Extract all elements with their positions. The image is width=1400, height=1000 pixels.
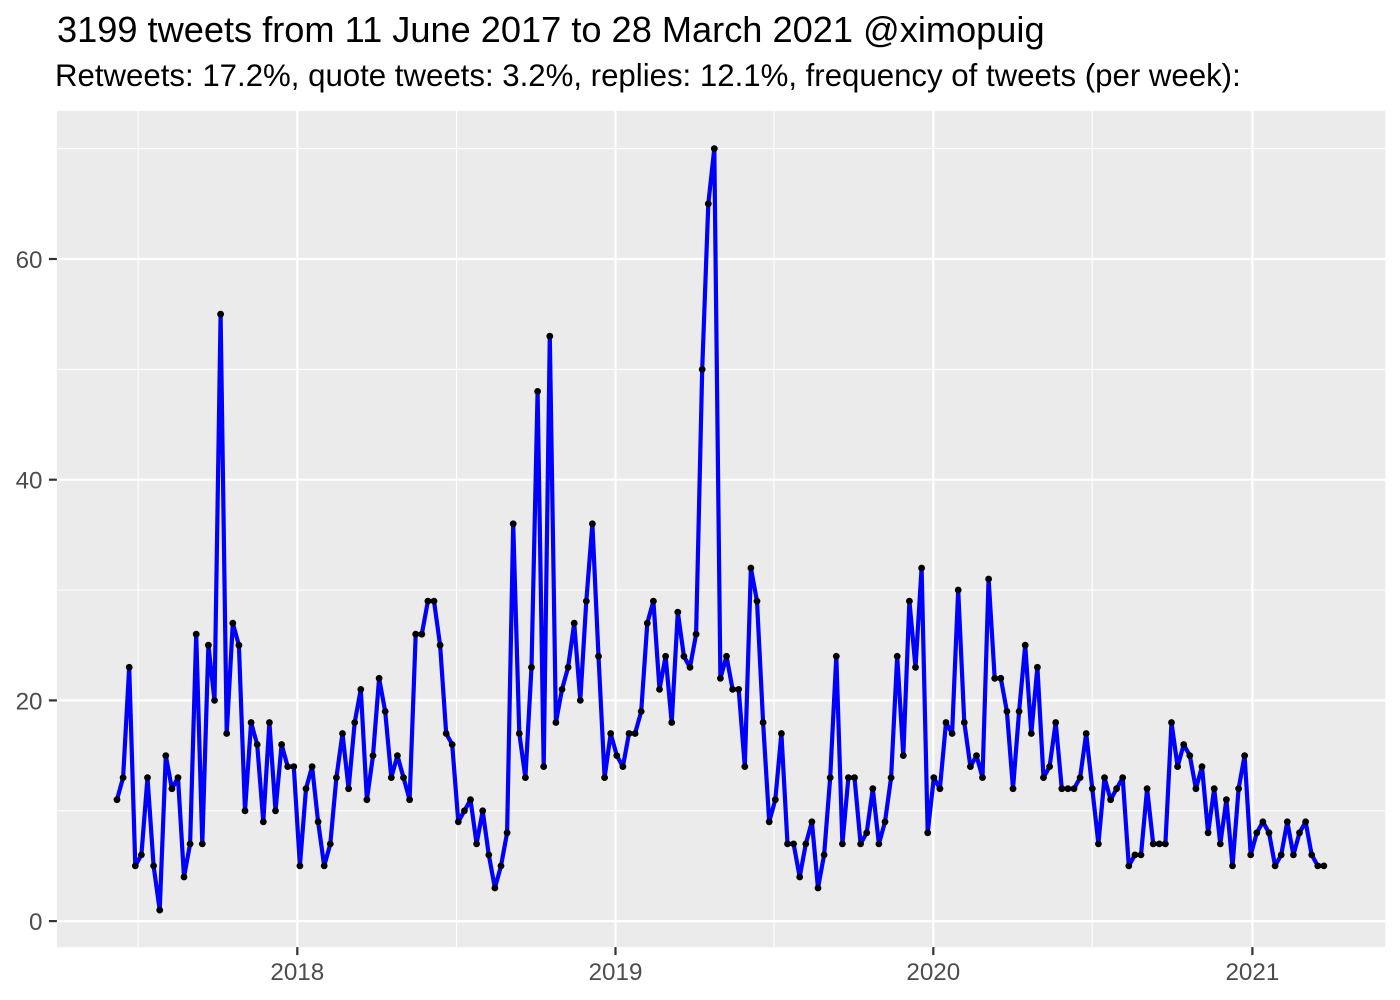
svg-text:60: 60 xyxy=(16,247,43,274)
svg-text:40: 40 xyxy=(16,468,43,495)
svg-text:3199 tweets from 11 June 2017: 3199 tweets from 11 June 2017 to 28 Marc… xyxy=(57,9,1045,50)
svg-text:2019: 2019 xyxy=(589,959,643,986)
svg-text:Retweets: 17.2%, quote tweets:: Retweets: 17.2%, quote tweets: 3.2%, rep… xyxy=(55,58,1241,93)
svg-text:20: 20 xyxy=(16,688,43,715)
svg-text:0: 0 xyxy=(29,909,42,936)
svg-text:2021: 2021 xyxy=(1225,959,1279,986)
svg-text:2020: 2020 xyxy=(906,959,960,986)
svg-text:2018: 2018 xyxy=(270,959,324,986)
